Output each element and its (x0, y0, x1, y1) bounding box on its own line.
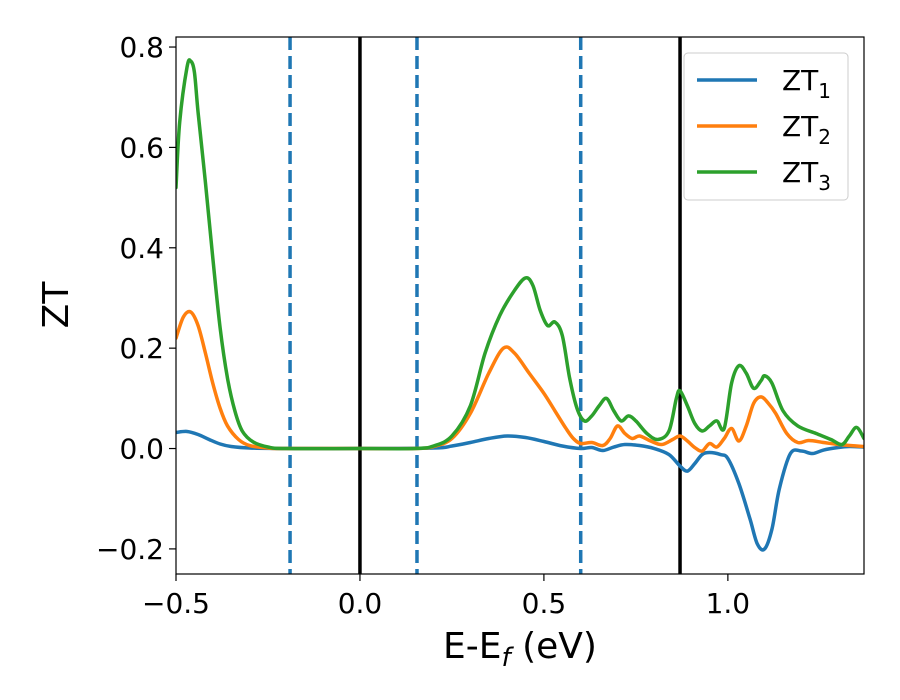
x-tick-label: 0.5 (522, 587, 567, 620)
y-axis-label: ZT (36, 281, 77, 329)
plot-frame (175, 36, 865, 575)
legend-label-zt1: ZT1 (782, 64, 831, 103)
y-tick-label: 0.0 (119, 433, 164, 466)
y-tick-label: 0.2 (119, 332, 164, 365)
legend-label-zt3: ZT3 (782, 156, 831, 195)
x-tick-label: 0.0 (338, 587, 383, 620)
series-line-zt3 (176, 58, 864, 451)
series-lines (176, 58, 864, 552)
y-axis-ticks: −0.2 0.0 0.2 0.4 0.6 0.8 (96, 31, 176, 566)
y-tick-label: 0.8 (119, 31, 164, 64)
legend-box (683, 52, 849, 201)
x-axis-label: E-Ef (eV) (443, 626, 597, 673)
x-tick-label: −0.5 (142, 587, 210, 620)
legend-label-zt2: ZT2 (782, 110, 831, 149)
reference-lines (288, 37, 682, 574)
x-axis-ticks: −0.5 0.0 0.5 1.0 (142, 574, 750, 620)
legend: ZT1 ZT2 ZT3 (683, 52, 849, 201)
y-tick-label: −0.2 (96, 533, 164, 566)
x-tick-label: 1.0 (706, 587, 751, 620)
y-tick-label: 0.6 (119, 131, 164, 164)
series-line-zt2 (176, 309, 864, 453)
y-tick-label: 0.4 (119, 232, 164, 265)
